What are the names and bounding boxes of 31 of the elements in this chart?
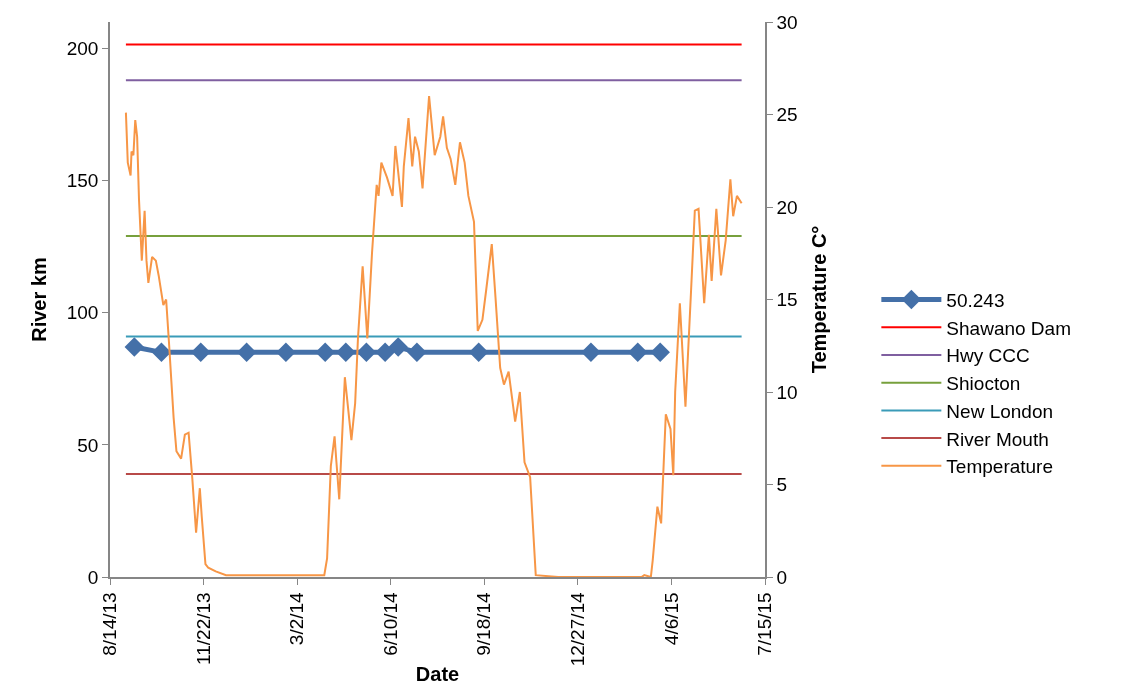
y-tick-label: 50 <box>77 434 99 456</box>
x-tick-label: 8/14/13 <box>99 592 121 656</box>
legend-label: Temperature <box>946 456 1054 478</box>
y2-tick-label: 5 <box>776 474 788 496</box>
y2-tick-label: 0 <box>776 566 788 588</box>
legend-label: Shawano Dam <box>946 317 1071 339</box>
x-tick-label: 12/27/14 <box>567 591 589 667</box>
y2-axis-title: Temperature C° <box>807 225 830 374</box>
x-tick-label: 3/2/14 <box>286 591 308 646</box>
x-tick-label: 11/22/13 <box>192 592 214 665</box>
legend-label: New London <box>946 400 1054 422</box>
x-tick-label: 9/18/14 <box>473 591 495 656</box>
y-tick-label: 150 <box>66 170 99 192</box>
y-axis-title: River km <box>27 257 50 342</box>
line-series <box>124 95 743 577</box>
y2-tick-label: 30 <box>776 11 798 33</box>
legend-label: River Mouth <box>946 428 1049 450</box>
legend-label: 50.243 <box>946 290 1005 312</box>
x-tick-label: 4/6/15 <box>660 592 682 646</box>
y2-tick-label: 20 <box>776 196 798 218</box>
x-axis-title: Date <box>415 663 460 686</box>
y-tick-label: 0 <box>87 566 99 588</box>
y-tick-label: 100 <box>66 302 99 324</box>
legend-label: Shiocton <box>946 373 1021 395</box>
legend-label: Hwy CCC <box>946 345 1030 367</box>
y-tick-label: 200 <box>66 38 99 60</box>
y2-tick-label: 10 <box>776 381 798 403</box>
x-tick-label: 6/10/14 <box>379 591 401 656</box>
y2-tick-label: 25 <box>776 104 798 126</box>
y2-tick-label: 15 <box>776 289 798 311</box>
x-tick-label: 7/15/15 <box>754 592 776 656</box>
